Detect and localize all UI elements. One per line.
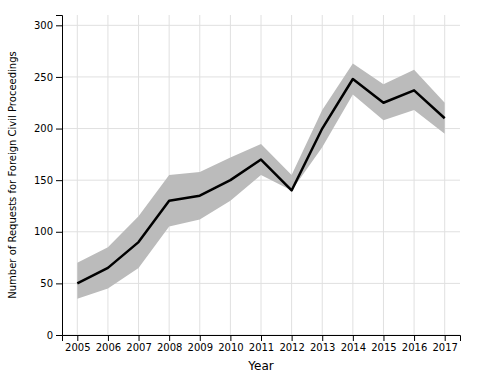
x-tick: 2009 [188,335,213,353]
line [77,79,444,283]
x-tick: 2010 [218,335,243,353]
x-axis-title: Year [247,359,273,373]
x-tick-label: 2006 [96,342,121,353]
y-tick-label: 250 [34,72,53,83]
marks [77,64,444,299]
y-tick-mark [56,232,62,233]
x-tick-mark [383,335,384,341]
x-tick-label: 2005 [65,342,90,353]
x-tick-label: 2015 [371,342,396,353]
x-tick-label: 2011 [249,342,274,353]
y-tick-mark [56,335,62,336]
grid-line-x [383,15,384,335]
x-tick-label: 2014 [341,342,366,353]
x-tick-label: 2012 [279,342,304,353]
chart: 2005 2006 2007 2008 2009 2010 2011 2012 2013 2014… [0,0,480,380]
x-tick-label: 2009 [188,342,213,353]
grid-line-x [138,15,139,335]
y-tick-label: 0 [47,330,53,341]
x-tick: 2015 [371,335,396,353]
y-tick: 50 [40,278,62,289]
x-tick-mark [230,335,231,341]
y-tick: 250 [34,72,62,83]
x-tick: 2014 [341,335,366,353]
x-tick-mark [169,335,170,341]
x-tick-mark [108,335,109,341]
y-tick: 150 [34,175,62,186]
y-tick-mark [56,180,62,181]
y-tick-label: 150 [34,175,53,186]
y-tick: 200 [34,123,62,134]
grid-line-x [322,15,323,335]
x-tick-label: 2016 [402,342,427,353]
x-axis: 2005 2006 2007 2008 2009 2010 2011 2012 2013 2014… [63,335,461,353]
x-tick-mark [353,335,354,341]
x-tick-mark [445,335,446,341]
x-tick-mark [322,335,323,341]
confidence-band [77,64,444,299]
y-tick-mark [56,283,62,284]
grid-line-x [444,15,445,335]
y-tick-mark [56,77,62,78]
grid [62,15,460,335]
x-tick-mark [292,335,293,341]
x-tick-mark [139,335,140,341]
y-tick-mark [56,129,62,130]
y-tick: 100 [34,226,62,237]
y-tick: 300 [34,20,62,31]
x-tick-label: 2013 [310,342,335,353]
x-tick-label: 2010 [218,342,243,353]
y-tick-label: 300 [34,20,53,31]
x-tick-mark [200,335,201,341]
y-tick-label: 50 [40,278,53,289]
y-axis-line [56,16,63,336]
y-tick-mark [56,25,62,26]
x-tick-mark [414,335,415,341]
x-tick-label: 2017 [432,342,457,353]
x-tick: 2013 [310,335,335,353]
x-tick: 2006 [96,335,121,353]
x-tick-mark [261,335,262,341]
y-tick-label: 200 [34,123,53,134]
x-tick-label: 2007 [126,342,151,353]
x-tick: 2007 [126,335,151,353]
y-tick: 0 [47,330,62,341]
x-tick: 2008 [157,335,182,353]
x-tick: 2011 [249,335,274,353]
x-tick-mark [77,335,78,341]
plot-area: 2005 2006 2007 2008 2009 2010 2011 2012 2013 2014… [34,15,461,353]
x-tick-label: 2008 [157,342,182,353]
grid-line-x [414,15,415,335]
x-axis-line [63,336,461,342]
y-axis: 0 50 100 150 200 250 300 [34,16,63,341]
x-tick: 2005 [65,335,90,353]
y-tick-label: 100 [34,226,53,237]
grid-line-x [352,15,353,335]
y-axis-title: Number of Requests for Foreign Civil Pro… [7,51,18,298]
x-tick: 2017 [432,335,457,353]
x-tick: 2016 [402,335,427,353]
x-tick: 2012 [279,335,304,353]
